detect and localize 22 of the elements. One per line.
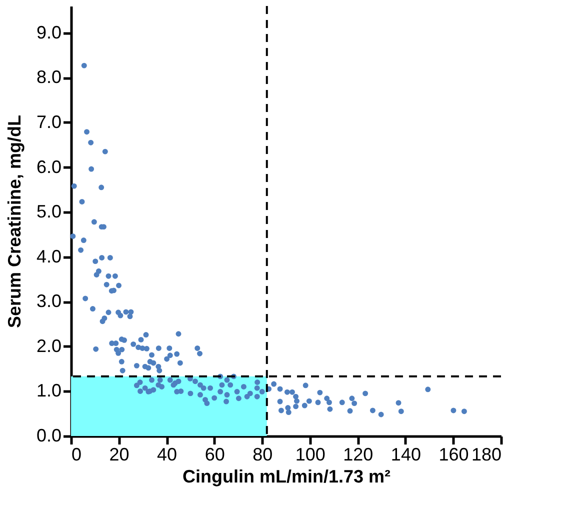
x-tick-label: 160 bbox=[438, 444, 469, 464]
y-tick-label: 9.0 bbox=[36, 22, 62, 42]
x-tick-label: 100 bbox=[295, 444, 326, 464]
y-tick-label: 8.0 bbox=[36, 67, 62, 88]
x-axis-title: Cingulin mL/min/1.73 m² bbox=[182, 466, 391, 486]
x-tick-label: 40 bbox=[157, 444, 178, 464]
y-tick-label: 1.0 bbox=[36, 380, 62, 401]
y-tick-label: 4.0 bbox=[36, 246, 62, 266]
y-tick-label: 2.0 bbox=[36, 336, 62, 356]
x-tick-label: 140 bbox=[390, 444, 421, 464]
x-tick-label: 180 bbox=[471, 444, 502, 464]
x-tick-label: 20 bbox=[109, 444, 130, 464]
y-axis-title: Serum Creatinine, mg/dL bbox=[4, 114, 24, 328]
y-tick-label: 5.0 bbox=[36, 202, 62, 222]
x-tick-label: 60 bbox=[204, 444, 225, 464]
x-tick-label: 80 bbox=[252, 444, 273, 464]
y-tick-label: 7.0 bbox=[36, 112, 62, 132]
x-tick-label: 0 bbox=[72, 444, 82, 464]
y-tick-label: 3.0 bbox=[36, 291, 62, 312]
x-tick-label: 120 bbox=[343, 444, 374, 464]
y-tick-label: 6.0 bbox=[36, 156, 62, 177]
y-tick-label: 0.0 bbox=[36, 426, 62, 446]
